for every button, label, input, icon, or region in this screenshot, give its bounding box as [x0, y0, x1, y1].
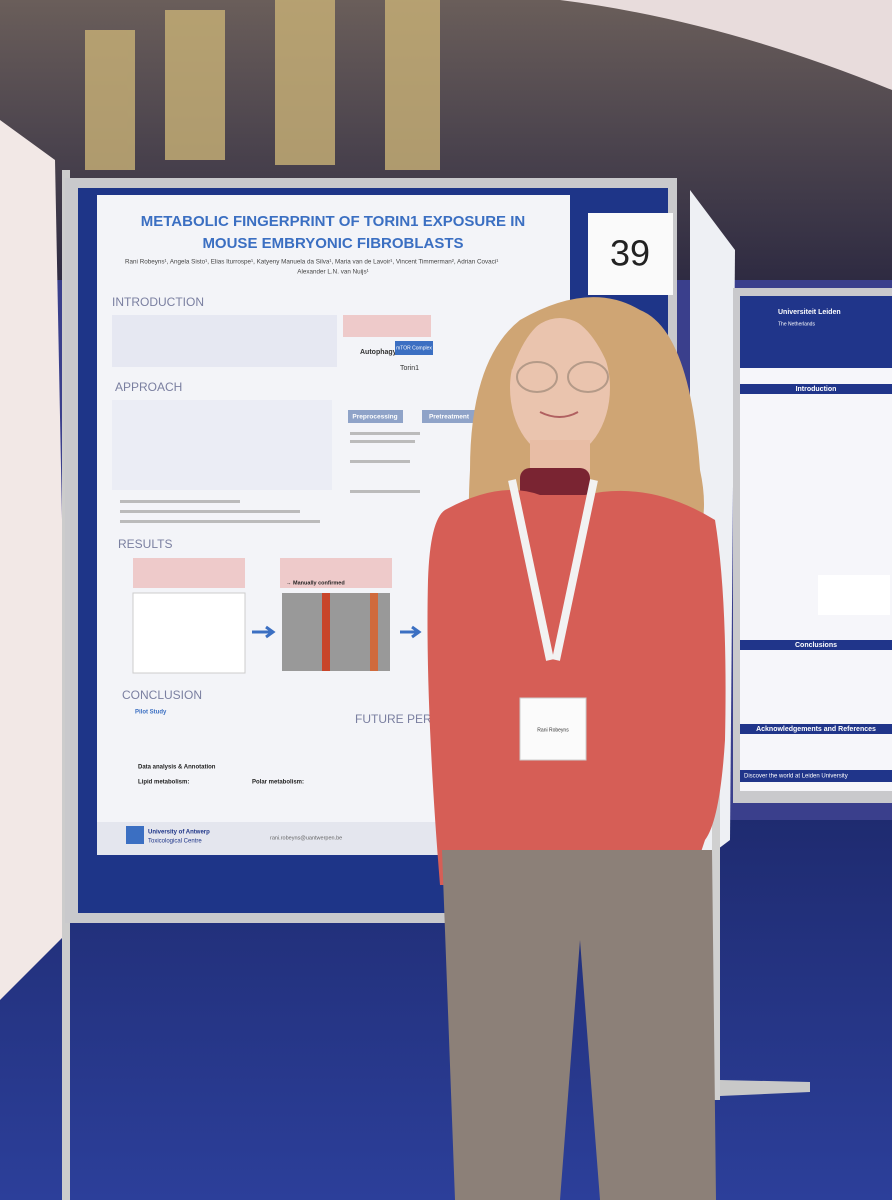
light-panel [165, 10, 225, 160]
text-line [120, 520, 320, 523]
text-line [120, 510, 300, 513]
text-lines [120, 432, 420, 523]
light-panel [85, 30, 135, 170]
right-text: Acknowledgements and References [756, 726, 876, 733]
footer-text: University of Antwerp [148, 830, 210, 836]
collar [520, 468, 590, 500]
poster-authors: Alexander L.N. van Nuijs¹ [297, 269, 368, 276]
ceiling-lights [85, 0, 440, 170]
right-text: Discover the world at Leiden University [744, 774, 848, 780]
left-poster [0, 120, 70, 1000]
right-band [740, 724, 892, 734]
pca-plots [132, 592, 246, 674]
label: Lipid metabolism: [138, 780, 189, 786]
label: Torin1 [400, 365, 419, 372]
heatmap-strip [370, 593, 378, 671]
label: Data analysis & Annotation [138, 765, 216, 771]
label: Pretreatment [429, 414, 470, 421]
heatmap-strip [322, 593, 330, 671]
face [510, 318, 610, 458]
arrow [400, 625, 422, 639]
lens [516, 361, 558, 393]
right-band [740, 770, 892, 782]
stand-foot [720, 1080, 810, 1096]
ceiling-curve [560, 0, 892, 90]
label: Autophagy [360, 349, 397, 356]
right-band [740, 640, 892, 650]
arrow [252, 625, 276, 639]
sweater [427, 490, 726, 885]
logo [126, 826, 144, 844]
right-text: The Netherlands [778, 321, 815, 327]
stand-pole [712, 780, 720, 1100]
poster-title: METABOLIC FINGERPRINT OF TORIN1 EXPOSURE… [141, 213, 525, 230]
section-heading: CONCLUSION [122, 688, 202, 702]
result-box [133, 558, 245, 588]
label: mTOR Complex [396, 345, 432, 351]
label: Pilot Study [135, 710, 167, 716]
hair-top [512, 312, 610, 370]
poster-title: MOUSE EMBRYONIC FIBROBLASTS [202, 235, 463, 252]
step-box [348, 410, 403, 423]
badge [519, 697, 587, 761]
label: → Manually confirmed [286, 580, 345, 586]
label: Preprocessing [352, 414, 397, 421]
light-panel [275, 0, 335, 165]
number-card [588, 213, 673, 295]
text-line [350, 440, 415, 443]
poster-authors: Rani Robeyns¹, Angela Sisto¹, Elias Itur… [125, 259, 498, 266]
step-box [422, 410, 477, 423]
right-band [740, 384, 892, 394]
glasses [516, 361, 609, 393]
light-panel [385, 0, 440, 170]
right-poster [740, 296, 892, 791]
right-text: Conclusions [795, 642, 837, 649]
section-heading: RESULTS [118, 537, 172, 551]
text-line [350, 460, 410, 463]
section-heading: APPROACH [115, 380, 182, 394]
approach-figure [112, 400, 332, 490]
mouth [539, 411, 579, 418]
text-line [350, 490, 420, 493]
board-number: 39 [610, 233, 650, 274]
right-header [740, 296, 892, 368]
right-text: Introduction [796, 386, 837, 393]
text-line [350, 432, 420, 435]
footer-text: Toxicological Centre [148, 839, 202, 845]
label: Polar metabolism: [252, 780, 304, 786]
intro-figure [112, 315, 337, 367]
footer-text: rani.robeyns@uantwerpen.be [270, 835, 342, 841]
bar-chart [818, 575, 890, 615]
mtor-box [395, 341, 433, 355]
text-line [120, 500, 240, 503]
lanyard [508, 479, 598, 661]
trousers [442, 850, 716, 1200]
section-heading: INTRODUCTION [112, 295, 204, 309]
result-box [280, 558, 392, 588]
badge-name: Rani Robeyns [537, 727, 569, 733]
intro-box [343, 315, 431, 337]
lens [567, 361, 609, 393]
right-text: Universiteit Leiden [778, 309, 841, 316]
